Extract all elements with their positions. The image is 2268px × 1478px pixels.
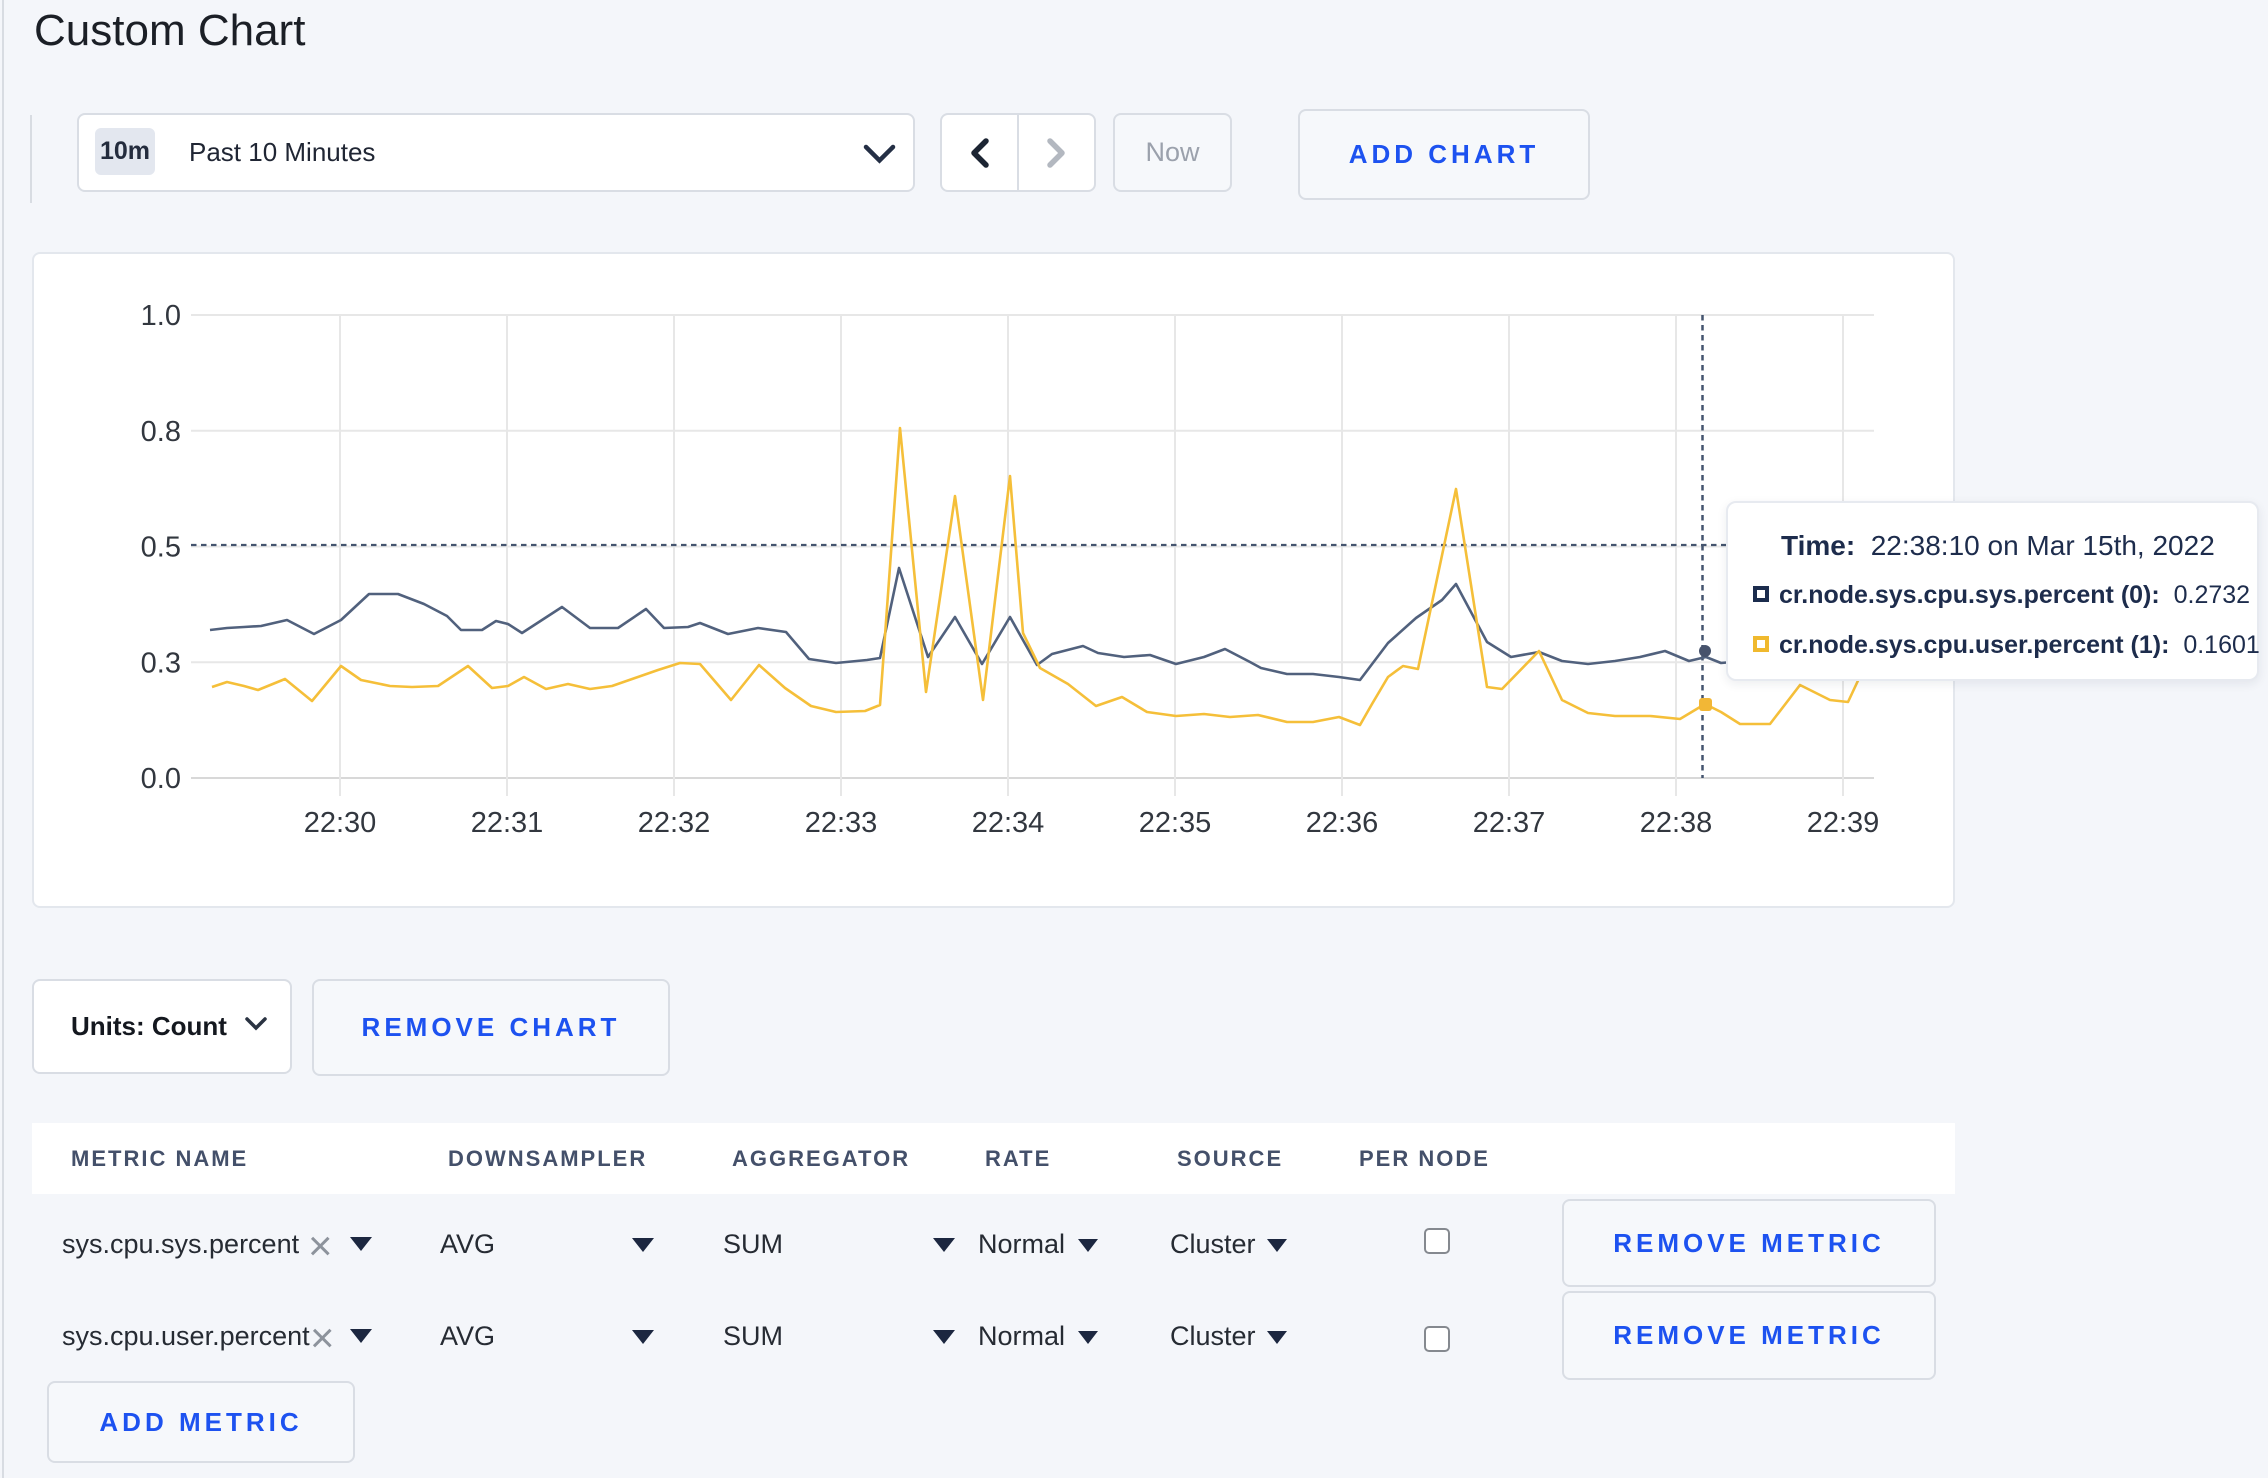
svg-text:22:39: 22:39 (1807, 807, 1880, 839)
svg-text:22:33: 22:33 (805, 807, 878, 839)
svg-text:22:35: 22:35 (1139, 807, 1212, 839)
svg-text:22:32: 22:32 (638, 807, 711, 839)
svg-text:22:30: 22:30 (304, 807, 377, 839)
svg-text:22:37: 22:37 (1473, 807, 1546, 839)
svg-text:0.0: 0.0 (141, 763, 181, 795)
svg-text:22:38: 22:38 (1640, 807, 1713, 839)
svg-text:22:31: 22:31 (471, 807, 544, 839)
svg-text:1.0: 1.0 (141, 300, 181, 332)
svg-text:0.5: 0.5 (141, 532, 181, 564)
svg-text:0.3: 0.3 (141, 647, 181, 679)
svg-text:0.8: 0.8 (141, 416, 181, 448)
svg-text:22:34: 22:34 (972, 807, 1045, 839)
svg-text:22:36: 22:36 (1306, 807, 1379, 839)
